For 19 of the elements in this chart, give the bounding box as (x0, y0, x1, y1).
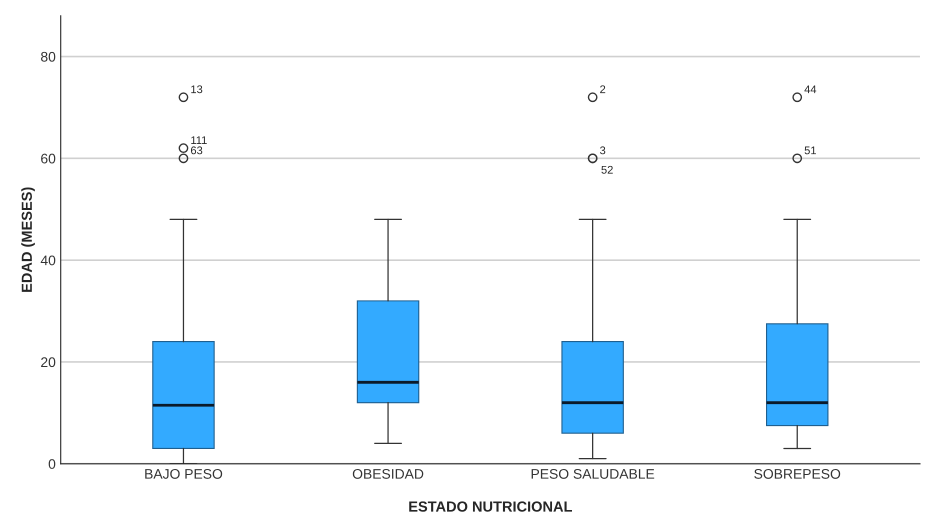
x-axis-title: ESTADO NUTRICIONAL (409, 501, 572, 512)
y-tick-label: 20 (41, 357, 56, 368)
x-tick-label: BAJO PESO (145, 468, 222, 479)
annotation: 51 (804, 146, 816, 154)
x-tick-label: OBESIDAD (352, 468, 424, 479)
annotation: 44 (804, 85, 816, 94)
annotation: 2 (600, 85, 606, 94)
annotation: 13 (191, 85, 202, 94)
y-axis-title: EDAD (MESES) (21, 187, 35, 292)
x-tick-label: PESO SALUDABLE (532, 468, 654, 479)
y-tick-label: 0 (48, 459, 56, 469)
y-tick-label: 40 (40, 255, 56, 266)
annotation: 63 (190, 146, 202, 154)
annotation: 111 (191, 136, 207, 144)
y-tick-label: 80 (41, 52, 56, 62)
y-tick-label: 60 (41, 154, 56, 164)
x-tick-label: SOBREPESO (754, 468, 840, 479)
annotation: 52 (601, 166, 613, 174)
annotation: 3 (600, 146, 606, 154)
